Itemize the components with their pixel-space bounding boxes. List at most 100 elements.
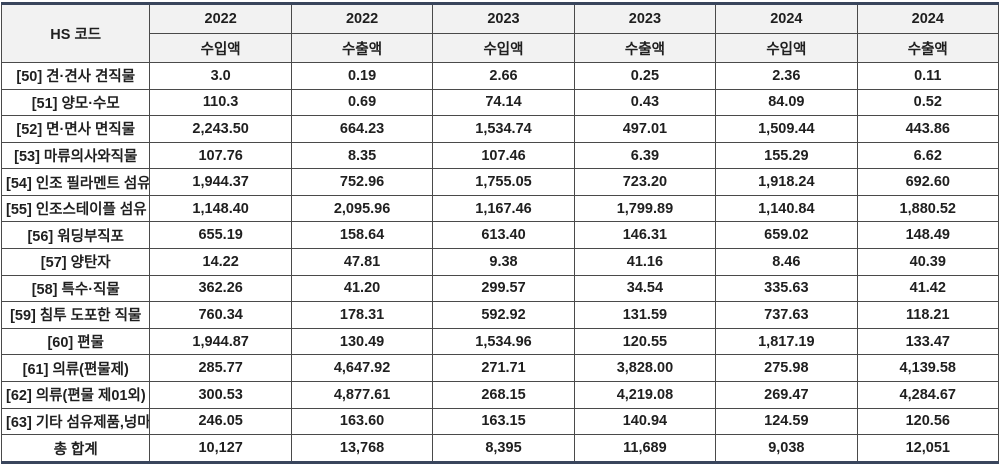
value-cell: 146.31 — [573, 221, 717, 250]
measure-header-row: 수입액 수출액 수입액 수출액 수입액 수출액 — [2, 33, 1000, 63]
table-row: [53] 마류의사와직물 107.76 8.35 107.46 6.39 155.29 6.… — [0, 141, 1000, 170]
measure-header-cell: 수출액 — [856, 33, 1000, 63]
value-cell: 10,127 — [149, 434, 292, 463]
row-label-cell: [63] 기타 섬유제품,넝마 — [0, 407, 151, 436]
total-row: 총 합계 10,127 13,768 8,395 11,689 9,038 12,051 — [0, 434, 1000, 463]
table-row: [63] 기타 섬유제품,넝마 246.05 163.60 163.15 140.94 1… — [0, 407, 1000, 436]
value-cell: 163.60 — [290, 407, 434, 436]
value-cell: 2.36 — [715, 62, 858, 90]
value-cell: 178.31 — [290, 301, 434, 329]
value-cell: 2.66 — [432, 62, 575, 90]
value-cell: 1,534.74 — [432, 115, 575, 143]
value-cell: 1,509.44 — [715, 115, 858, 143]
row-label-cell: [56] 워딩부직포 — [0, 221, 151, 250]
value-cell: 0.52 — [856, 88, 1000, 117]
year-header-row: HS 코드 2022 2022 2023 2023 2024 2024 — [0, 3, 1000, 63]
value-cell: 47.81 — [290, 248, 434, 276]
value-cell: 4,139.58 — [856, 354, 1000, 382]
value-cell: 497.01 — [573, 115, 717, 143]
measure-header-cell: 수입액 — [149, 33, 292, 63]
corner-header-cell: HS 코드 — [0, 3, 151, 63]
table-row: [60] 편물 1,944.87 130.49 1,534.96 120.55 1,817… — [0, 327, 1000, 356]
value-cell: 271.71 — [432, 354, 575, 382]
value-cell: 148.49 — [856, 221, 1000, 250]
row-label-cell: [61] 의류(편물제) — [0, 354, 151, 382]
value-cell: 362.26 — [149, 274, 292, 303]
value-cell: 8.46 — [715, 248, 858, 276]
value-cell: 760.34 — [149, 301, 292, 329]
table-row: [61] 의류(편물제) 285.77 4,647.92 271.71 3,828.00… — [0, 354, 1000, 382]
value-cell: 752.96 — [290, 168, 434, 196]
value-cell: 6.62 — [856, 141, 1000, 170]
value-cell: 120.56 — [856, 407, 1000, 436]
value-cell: 443.86 — [856, 115, 1000, 143]
value-cell: 41.20 — [290, 274, 434, 303]
value-cell: 34.54 — [573, 274, 717, 303]
row-label-cell: 총 합계 — [0, 434, 151, 463]
row-label-cell: [52] 면·면사 면직물 — [0, 115, 151, 143]
value-cell: 110.3 — [149, 88, 292, 117]
value-cell: 246.05 — [149, 407, 292, 436]
value-cell: 9,038 — [715, 434, 858, 463]
measure-header-cell: 수출액 — [290, 33, 434, 63]
value-cell: 0.69 — [290, 88, 434, 117]
value-cell: 13,768 — [290, 434, 434, 463]
value-cell: 1,755.05 — [432, 168, 575, 196]
measure-header-cell: 수출액 — [573, 33, 717, 63]
table-row: [54] 인조 필라멘트 섬유 1,944.37 752.96 1,755.05 723… — [0, 168, 1000, 196]
table-row: [52] 면·면사 면직물 2,243.50 664.23 1,534.74 497.0… — [0, 115, 1000, 143]
value-cell: 1,944.37 — [149, 168, 292, 196]
value-cell: 140.94 — [573, 407, 717, 436]
value-cell: 4,219.08 — [573, 380, 717, 409]
value-cell: 1,918.24 — [715, 168, 858, 196]
value-cell: 84.09 — [715, 88, 858, 117]
value-cell: 158.64 — [290, 221, 434, 250]
value-cell: 2,095.96 — [290, 194, 434, 223]
measure-header-cell: 수입액 — [715, 33, 858, 63]
table-row: [56] 워딩부직포 655.19 158.64 613.40 146.31 659.02… — [0, 221, 1000, 250]
value-cell: 1,167.46 — [432, 194, 575, 223]
value-cell: 723.20 — [573, 168, 717, 196]
value-cell: 737.63 — [715, 301, 858, 329]
value-cell: 664.23 — [290, 115, 434, 143]
table-row: [58] 특수·직물 362.26 41.20 299.57 34.54 335.63 41… — [0, 274, 1000, 303]
value-cell: 41.16 — [573, 248, 717, 276]
row-label-cell: [60] 편물 — [0, 327, 151, 356]
value-cell: 107.76 — [149, 141, 292, 170]
row-label-cell: [51] 양모·수모 — [0, 88, 151, 117]
value-cell: 268.15 — [432, 380, 575, 409]
value-cell: 335.63 — [715, 274, 858, 303]
value-cell: 9.38 — [432, 248, 575, 276]
value-cell: 592.92 — [432, 301, 575, 329]
value-cell: 613.40 — [432, 221, 575, 250]
value-cell: 4,647.92 — [290, 354, 434, 382]
value-cell: 107.46 — [432, 141, 575, 170]
year-header-cell: 2023 — [573, 3, 717, 34]
value-cell: 118.21 — [856, 301, 1000, 329]
value-cell: 74.14 — [432, 88, 575, 117]
value-cell: 1,534.96 — [432, 327, 575, 356]
value-cell: 659.02 — [715, 221, 858, 250]
value-cell: 14.22 — [149, 248, 292, 276]
value-cell: 0.43 — [573, 88, 717, 117]
value-cell: 41.42 — [856, 274, 1000, 303]
year-header-cell: 2024 — [856, 3, 1000, 34]
value-cell: 1,817.19 — [715, 327, 858, 356]
value-cell: 40.39 — [856, 248, 1000, 276]
year-header-cell: 2023 — [432, 3, 575, 34]
year-header-cell: 2024 — [715, 3, 858, 34]
value-cell: 155.29 — [715, 141, 858, 170]
value-cell: 275.98 — [715, 354, 858, 382]
year-header-cell: 2022 — [149, 3, 292, 34]
value-cell: 124.59 — [715, 407, 858, 436]
value-cell: 0.25 — [573, 62, 717, 90]
value-cell: 1,944.87 — [149, 327, 292, 356]
value-cell: 163.15 — [432, 407, 575, 436]
row-label-cell: [53] 마류의사와직물 — [0, 141, 151, 170]
table-row: [55] 인조스테이플 섬유 1,148.40 2,095.96 1,167.46 1,… — [0, 194, 1000, 223]
value-cell: 285.77 — [149, 354, 292, 382]
value-cell: 1,148.40 — [149, 194, 292, 223]
value-cell: 11,689 — [573, 434, 717, 463]
